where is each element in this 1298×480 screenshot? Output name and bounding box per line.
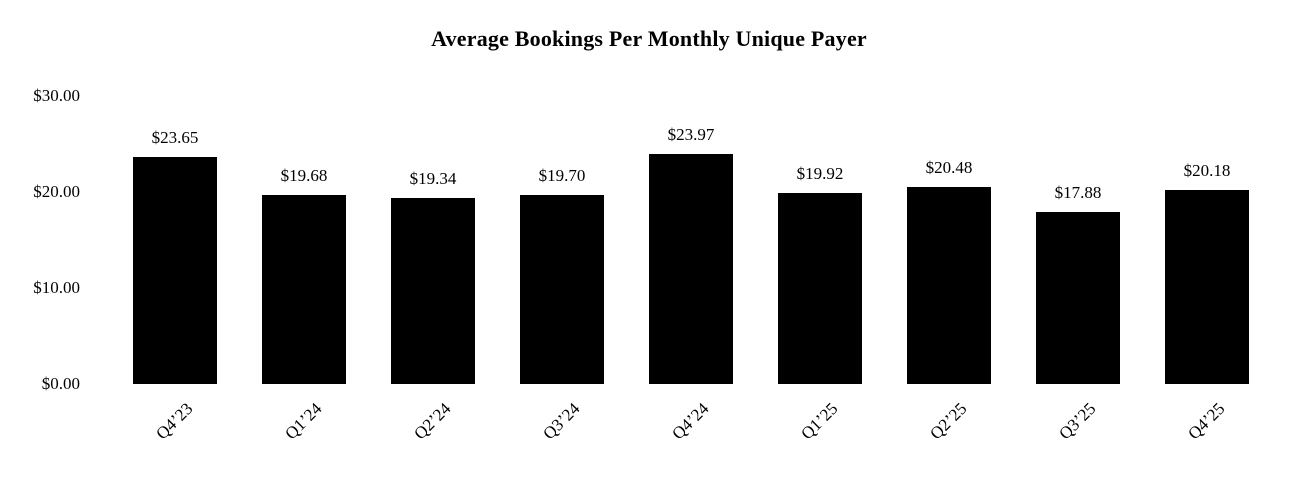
x-axis-category-label: Q3’24 <box>539 399 584 444</box>
bar-value-label: $19.92 <box>796 163 844 183</box>
x-axis-category-label: Q2’25 <box>926 399 971 444</box>
bar-value-label: $23.65 <box>151 127 199 147</box>
bar-value-label: $19.68 <box>280 166 328 186</box>
y-axis-tick-label: $0.00 <box>41 374 80 393</box>
bar <box>1036 212 1120 384</box>
x-axis-category-label: Q2’24 <box>410 399 455 444</box>
bar-value-label: $20.48 <box>925 158 973 178</box>
bar <box>391 198 475 384</box>
bar-value-label: $23.97 <box>667 124 715 144</box>
x-axis-category-label: Q1’24 <box>281 399 326 444</box>
bar-value-label: $20.18 <box>1183 161 1231 181</box>
bar <box>778 192 862 384</box>
bar <box>907 187 991 384</box>
y-axis-tick-label: $20.00 <box>33 182 80 201</box>
x-axis-category-label: Q4’23 <box>152 399 197 444</box>
bar <box>520 194 604 384</box>
chart-title: Average Bookings Per Monthly Unique Paye… <box>431 26 867 51</box>
x-axis-category-label: Q3’25 <box>1055 399 1100 444</box>
x-axis-category-label: Q1’25 <box>797 399 842 444</box>
y-axis-tick-label: $10.00 <box>33 278 80 297</box>
bar-value-label: $17.88 <box>1054 183 1102 203</box>
bar <box>262 195 346 384</box>
bar <box>1165 190 1249 384</box>
x-axis-category-label: Q4’25 <box>1184 399 1229 444</box>
x-axis-category-label: Q4’24 <box>668 399 713 444</box>
bar-value-label: $19.34 <box>409 169 457 189</box>
bar <box>133 156 217 384</box>
bar <box>649 153 733 384</box>
y-axis-tick-label: $30.00 <box>33 86 80 105</box>
bar-value-label: $19.70 <box>538 165 586 185</box>
